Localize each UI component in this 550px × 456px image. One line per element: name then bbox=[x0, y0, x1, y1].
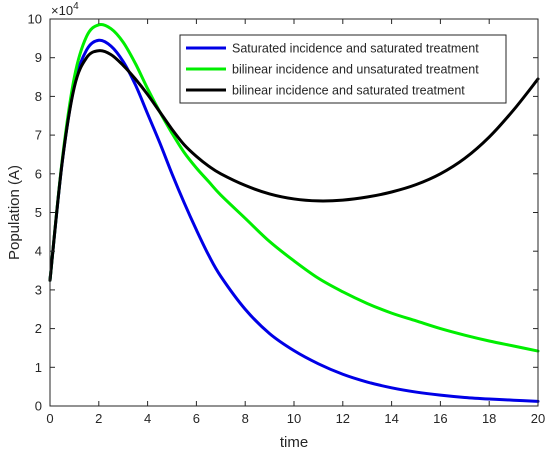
y-tick-label: 3 bbox=[35, 282, 42, 297]
series-line-3 bbox=[48, 49, 540, 282]
y-tick-label: 5 bbox=[35, 205, 42, 220]
x-tick-label: 2 bbox=[95, 411, 102, 426]
x-tick-label: 4 bbox=[144, 411, 151, 426]
y-tick-label: 0 bbox=[35, 399, 42, 414]
x-tick-label: 14 bbox=[384, 411, 398, 426]
y-multiplier-exponent: 4 bbox=[73, 1, 79, 12]
plot-area bbox=[48, 22, 540, 403]
x-tick-label: 20 bbox=[531, 411, 545, 426]
y-tick-label: 8 bbox=[35, 89, 42, 104]
y-tick-label: 1 bbox=[35, 360, 42, 375]
legend-label-3: bilinear incidence and saturated treatme… bbox=[232, 84, 465, 98]
x-tick-label: 16 bbox=[433, 411, 447, 426]
axes: 0 2 4 6 8 10 12 14 16 18 20012345678910×104timePop… bbox=[6, 1, 545, 451]
x-tick-label: 6 bbox=[193, 411, 200, 426]
y-tick-label: 10 bbox=[28, 12, 42, 27]
y-tick-label: 4 bbox=[35, 244, 42, 259]
series-line-2 bbox=[48, 22, 540, 353]
x-tick-label: 10 bbox=[287, 411, 301, 426]
y-tick-label: 9 bbox=[35, 50, 42, 65]
legend: Saturated incidence and saturated treatm… bbox=[179, 34, 507, 104]
legend-label-1: Saturated incidence and saturated treatm… bbox=[232, 42, 479, 56]
x-tick-label: 12 bbox=[336, 411, 350, 426]
series-line-1 bbox=[48, 38, 540, 403]
x-tick-label: 18 bbox=[482, 411, 496, 426]
y-tick-label: 7 bbox=[35, 128, 42, 143]
y-tick-label: 2 bbox=[35, 321, 42, 336]
y-tick-label: 6 bbox=[35, 166, 42, 181]
y-multiplier-label: ×104 bbox=[51, 1, 79, 18]
legend-box bbox=[179, 34, 507, 104]
y-axis-title: Population (A) bbox=[6, 165, 23, 260]
x-tick-label: 8 bbox=[242, 411, 249, 426]
x-axis-title: time bbox=[280, 434, 308, 451]
x-tick-label: 0 bbox=[46, 411, 53, 426]
legend-label-2: bilinear incidence and unsaturated treat… bbox=[232, 63, 479, 77]
